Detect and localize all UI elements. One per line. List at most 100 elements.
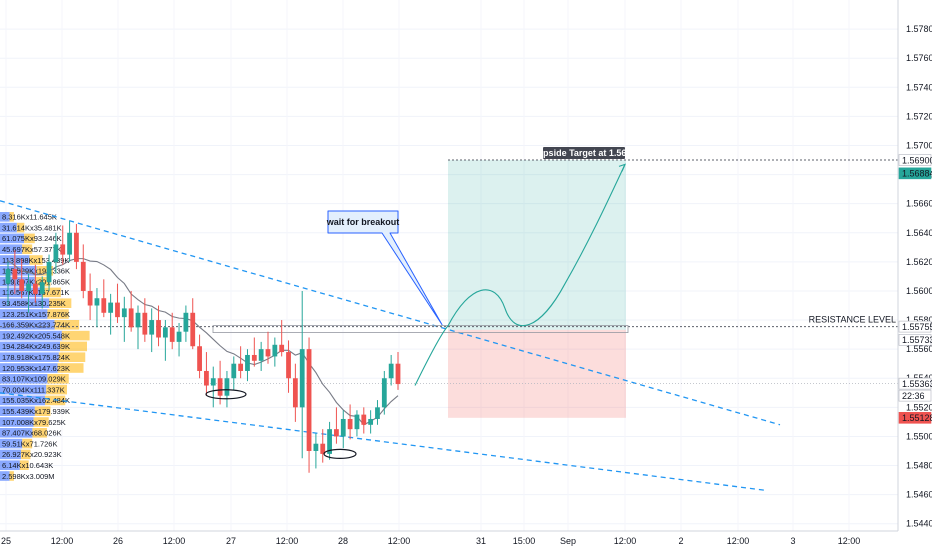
volume-bar-sell: [36, 266, 54, 276]
candle-body: [169, 327, 175, 342]
candle-body: [149, 320, 155, 335]
candle-body: [156, 320, 161, 338]
price-label: 1.56900: [902, 155, 932, 165]
y-tick-label: 1.54600: [906, 490, 932, 500]
target-label-box: [543, 147, 625, 160]
candle-body: [67, 232, 72, 255]
volume-bar-buy: [0, 449, 21, 460]
volume-profile-label: 123.251Kx157.876K: [2, 310, 70, 319]
volume-profile-label: 192.492Kx205.548K: [2, 331, 70, 340]
y-tick-label: 1.57400: [906, 82, 932, 92]
upper-trendline: [0, 200, 781, 426]
candle-body: [327, 429, 332, 454]
x-tick-label: 27: [226, 536, 236, 546]
candle-body: [245, 354, 250, 371]
candle-body: [176, 331, 182, 342]
volume-bar-buy: [0, 222, 17, 233]
low-marker-ellipse: [205, 389, 247, 400]
x-tick-label: 12:00: [276, 536, 299, 546]
candle-body: [53, 244, 59, 262]
volume-profile-label: 93.458Kx130.235K: [2, 299, 66, 308]
candle-body: [210, 378, 216, 386]
volume-bar-buy: [0, 266, 37, 276]
callout-label: wait for breakout: [326, 217, 400, 227]
volume-bar-buy: [0, 212, 10, 222]
volume-profile-label: 166.359Kx223.774K: [2, 321, 70, 330]
candle-body: [347, 418, 353, 430]
candle-body: [320, 443, 326, 454]
candle-body: [142, 312, 148, 335]
volume-bar-sell: [21, 449, 31, 460]
moving-average: [7, 258, 399, 426]
volume-bar-buy: [0, 330, 62, 341]
volume-bar-buy: [0, 309, 48, 319]
y-tick-label: 1.56400: [906, 228, 932, 238]
volume-bar-sell: [29, 255, 43, 265]
volume-profile-label: 59.51Kx71.726K: [2, 439, 57, 448]
candle-body: [74, 232, 79, 262]
candle-body: [395, 363, 401, 385]
candle-body: [258, 349, 264, 361]
candle-body: [272, 344, 278, 357]
volume-bar-sell: [16, 222, 25, 233]
candle-body: [60, 244, 66, 255]
candle-body: [128, 308, 134, 328]
candle-body: [388, 363, 394, 379]
volume-bar-sell: [22, 438, 33, 449]
candle-body: [204, 370, 209, 386]
candle-body: [46, 261, 52, 283]
x-tick-label: 12:00: [838, 536, 861, 546]
resistance-box: [212, 325, 629, 334]
y-tick-label: 1.57600: [906, 53, 932, 63]
candle-body: [80, 261, 86, 291]
volume-bar-sell: [54, 320, 80, 330]
price-label-box: [898, 154, 932, 166]
volume-bar-sell: [9, 471, 14, 481]
candle-body: [224, 378, 230, 396]
volume-bar-buy: [0, 471, 10, 481]
volume-bar-sell: [42, 287, 61, 298]
candle-body: [94, 298, 100, 306]
volume-profile-label: 120.953Kx147.623K: [2, 364, 70, 373]
y-tick-label: 1.57200: [906, 111, 932, 121]
target-label: Upside Target at 1.569: [537, 148, 632, 158]
candle-body: [108, 302, 114, 313]
candle-body: [197, 346, 202, 371]
y-tick-label: 1.54400: [906, 519, 932, 529]
volume-bar-buy: [0, 276, 35, 287]
volume-bar-buy: [0, 417, 34, 427]
candle-body: [361, 414, 367, 425]
candle-body: [32, 283, 38, 294]
x-tick-label: 26: [113, 536, 123, 546]
price-label-box: [898, 167, 932, 180]
volume-bar-sell: [58, 352, 86, 362]
volume-bar-buy: [0, 374, 48, 384]
volume-bar-buy: [0, 320, 55, 330]
volume-bar-sell: [22, 244, 33, 254]
x-tick-label: 28: [338, 536, 348, 546]
candle-body: [217, 378, 223, 396]
y-tick-label: 1.55000: [906, 431, 932, 441]
volume-bar-sell: [60, 341, 87, 352]
x-tick-label: 31: [476, 536, 486, 546]
y-tick-label: 1.56000: [906, 286, 932, 296]
lower-trendline: [0, 392, 766, 491]
price-label: 1.55755: [902, 322, 932, 332]
x-tick-label: 12:00: [614, 536, 637, 546]
x-tick-label: 25: [1, 536, 11, 546]
projection-path: [414, 164, 626, 386]
candle-body: [354, 414, 360, 430]
volume-profile-label: 26.927Kx20.923K: [2, 450, 62, 459]
candle-body: [26, 283, 31, 291]
candle-body: [87, 290, 93, 306]
candle-body: [115, 302, 120, 318]
y-tick-label: 1.55800: [906, 315, 932, 325]
y-tick-label: 1.54800: [906, 461, 932, 471]
volume-bar-sell: [61, 330, 90, 341]
price-label: 1.56884: [902, 169, 932, 179]
volume-bar-buy: [0, 244, 23, 254]
low-marker-ellipse: [323, 448, 357, 459]
grid: [0, 0, 898, 531]
